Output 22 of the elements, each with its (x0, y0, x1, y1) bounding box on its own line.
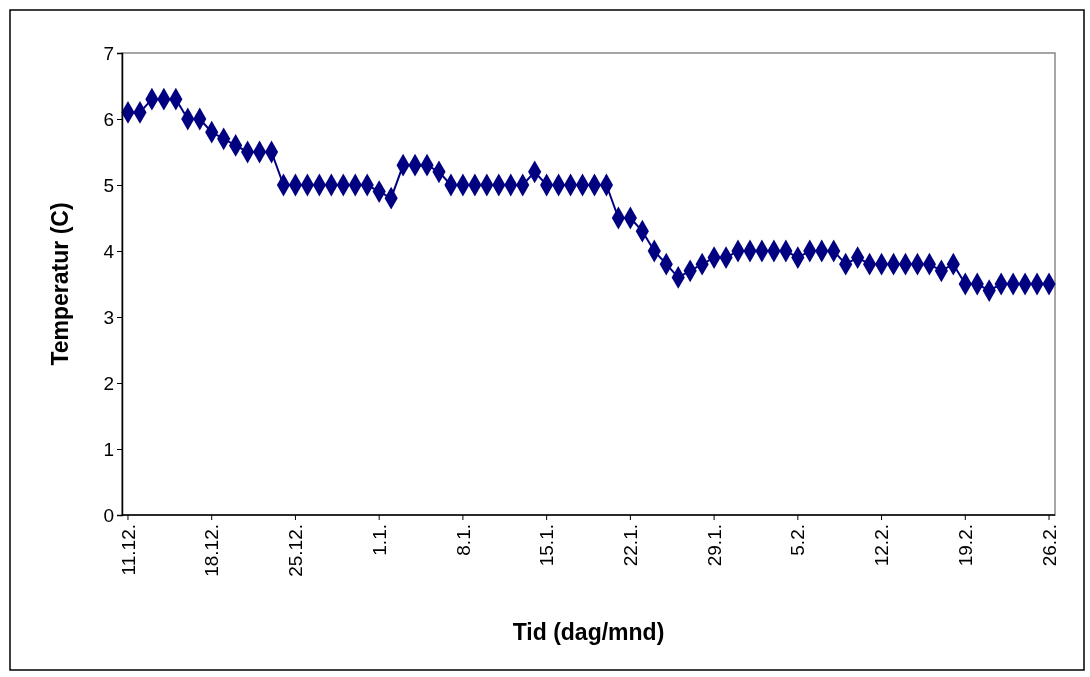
x-tick-label: 26.2. (1038, 524, 1060, 567)
y-tick-label: 1 (103, 438, 114, 460)
x-axis-title: Tid (dag/mnd) (512, 619, 665, 645)
y-tick-label: 6 (103, 108, 114, 130)
y-axis-title: Temperatur (C) (47, 202, 73, 366)
x-tick-label: 29.1. (703, 524, 725, 567)
y-tick-label: 4 (103, 240, 115, 262)
x-tick-label: 25.12. (285, 524, 307, 577)
y-tick-label: 0 (103, 504, 114, 526)
x-tick-label: 15.1. (536, 524, 558, 567)
x-tick-label: 22.1. (620, 524, 642, 567)
y-tick-label: 3 (103, 306, 114, 328)
x-tick-label: 18.12. (201, 524, 223, 577)
x-tick-label: 1.1. (368, 524, 390, 556)
x-tick-label: 19.2. (954, 524, 976, 567)
y-tick-label: 5 (103, 174, 114, 196)
x-tick-label: 12.2. (871, 524, 893, 567)
x-tick-label: 11.12. (117, 524, 139, 576)
y-tick-label: 2 (103, 372, 114, 394)
y-tick-label: 7 (103, 42, 114, 64)
x-tick-label: 8.1. (452, 524, 474, 556)
x-tick-label: 5.2. (787, 524, 809, 556)
